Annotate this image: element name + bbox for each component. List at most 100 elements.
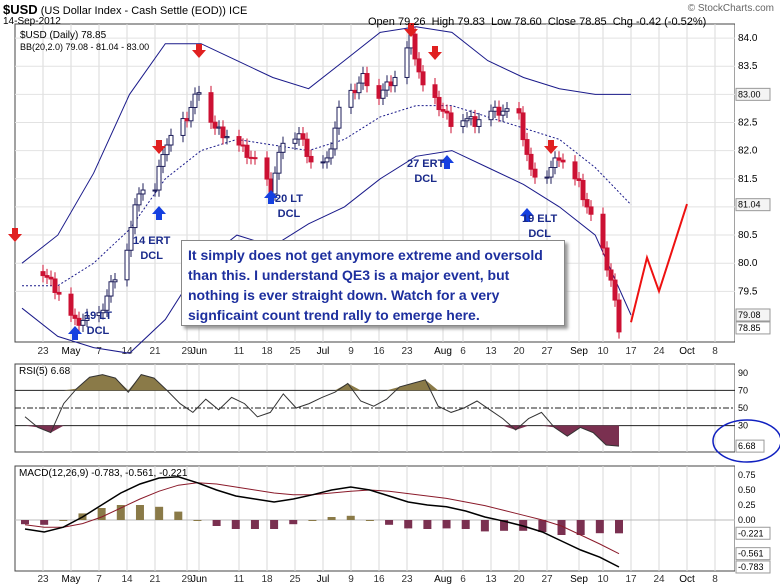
rsi-value-label: 6.68 — [738, 441, 756, 451]
candle-body — [388, 81, 394, 87]
candle-body — [560, 159, 566, 163]
candle-body — [320, 161, 326, 164]
macd-histogram-bar — [615, 520, 623, 534]
x-tick-label: Oct — [679, 574, 695, 585]
rsi-oversold-fill — [25, 425, 619, 447]
macd-value-box — [735, 547, 771, 561]
candle-body — [220, 126, 226, 139]
sell-arrow-icon — [152, 140, 166, 154]
sell-arrow-icon — [544, 140, 558, 154]
candle-body — [356, 82, 362, 94]
x-tick-label: May — [62, 574, 81, 585]
x-tick-label: 21 — [149, 574, 161, 585]
candle-body — [276, 151, 282, 174]
x-tick-label: 25 — [289, 574, 301, 585]
cycle-label-19lt: 19 LT DCL — [84, 310, 112, 337]
x-tick-label: 21 — [149, 346, 161, 357]
x-tick-label: 6 — [460, 574, 466, 585]
x-tick-label: 16 — [373, 574, 385, 585]
candle-body — [136, 193, 142, 206]
cycle-label-27ert: 27 ERT DCL — [407, 158, 445, 185]
y-tick-label: 83.5 — [738, 61, 758, 72]
x-tick-label: 25 — [289, 346, 301, 357]
candle-body — [332, 127, 338, 150]
x-tick-label: 23 — [401, 346, 413, 357]
candle-body — [488, 110, 494, 121]
x-tick-label: May — [62, 346, 81, 357]
candle-body — [376, 85, 382, 99]
candle-body — [308, 155, 314, 163]
legend-price: $USD (Daily) 78.85 — [20, 30, 107, 41]
macd-histogram-bar — [116, 505, 125, 520]
rsi-line — [24, 374, 620, 447]
candle-body — [96, 312, 102, 317]
candle-body — [440, 109, 446, 112]
sell-arrow-icon — [192, 44, 206, 58]
candle-body — [556, 157, 562, 161]
macd-histogram-bar — [174, 511, 183, 520]
candle-body — [352, 89, 358, 94]
macd-histogram-bar — [365, 520, 374, 521]
x-tick-label: Sep — [570, 574, 588, 585]
x-tick-label: 8 — [712, 346, 718, 357]
y-tick-label: 80.0 — [738, 258, 758, 269]
x-tick-label: 17 — [625, 346, 637, 357]
close-value: 78.85 — [579, 16, 607, 28]
candle-body — [432, 84, 438, 98]
analysis-note: It simply does not get anymore extreme a… — [181, 240, 565, 326]
macd-histogram-bar — [595, 520, 604, 534]
candle-body — [112, 279, 118, 283]
macd-value-label: -0.221 — [738, 528, 764, 538]
candle-body — [548, 167, 554, 178]
y-tick-label: 80.5 — [738, 230, 758, 241]
candle-body — [496, 106, 502, 116]
candle-body — [56, 291, 62, 295]
x-tick-label: 14 — [121, 574, 133, 585]
x-tick-label: 27 — [541, 574, 553, 585]
candle-body — [48, 276, 54, 280]
macd-histogram-bar — [423, 520, 432, 529]
candle-body — [532, 168, 538, 178]
x-tick-label: 24 — [653, 574, 665, 585]
candle-body — [588, 206, 594, 215]
candle-body — [68, 293, 74, 316]
x-tick-label: Aug — [434, 574, 452, 585]
rsi-overbought-fill — [25, 374, 619, 391]
candle-body — [140, 189, 146, 195]
candle-body — [472, 116, 478, 127]
x-tick-label: Sep — [570, 346, 588, 357]
candle-body — [128, 227, 134, 251]
candle-body — [348, 89, 354, 108]
candle-body — [520, 112, 526, 141]
candle-body — [524, 139, 530, 155]
candle-body — [364, 73, 370, 87]
candle-body — [124, 249, 130, 281]
macd-histogram-bar — [346, 515, 355, 520]
x-tick-label: 10 — [597, 346, 609, 357]
note-line: nothing is ever straight down. Watch for… — [188, 287, 500, 303]
candle-body — [296, 133, 302, 140]
price-label: 83.00 — [738, 89, 761, 99]
macd-histogram-bar — [270, 520, 279, 529]
price-label-box — [735, 308, 771, 322]
candle-body — [224, 136, 230, 139]
x-tick-label: Aug — [434, 346, 452, 357]
candle-body — [160, 154, 166, 167]
note-line: It simply does not get anymore extreme a… — [188, 247, 543, 263]
candle-body — [544, 176, 550, 179]
x-tick-label: 9 — [348, 574, 354, 585]
x-tick-label: 18 — [261, 574, 273, 585]
candle-body — [216, 126, 222, 129]
candle-body — [600, 213, 606, 249]
candle-body — [420, 71, 426, 86]
y-tick-label: 82.5 — [738, 117, 758, 128]
macd-value-label: -0.783 — [738, 562, 764, 572]
sell-arrow-icon — [428, 46, 442, 60]
candle-body — [476, 119, 482, 127]
ohlc-readout: Open 79.26 High 79.83 Low 78.60 Close 78… — [368, 16, 707, 28]
chart-date: 14-Sep-2012 — [3, 16, 61, 27]
y-tick-label: 30 — [738, 421, 748, 431]
candle-body — [252, 157, 258, 160]
macd-histogram-bar — [40, 520, 49, 525]
